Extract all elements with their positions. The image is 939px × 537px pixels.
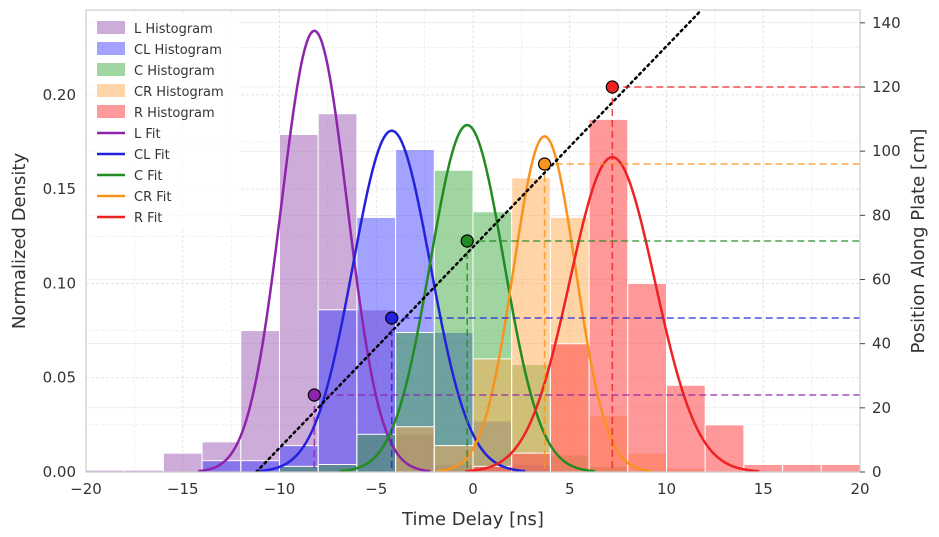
position-markers <box>255 10 860 472</box>
histogram-bar-2 <box>356 216 397 472</box>
legend-label: L Histogram <box>134 22 213 37</box>
y2-axis-ticks: 0 20 40 60 80 100 120 140 <box>860 14 901 481</box>
histogram-bar-5 <box>549 343 590 472</box>
histogram-bar-5 <box>782 463 822 472</box>
legend: L Histogram CL Histogram C Histogram CR His… <box>90 14 240 230</box>
position-marker-2 <box>385 311 399 325</box>
legend-label: R Fit <box>134 211 162 226</box>
histogram-bars <box>86 113 860 472</box>
y2-tick-label: 80 <box>872 206 891 224</box>
x-tick-label: 5 <box>565 480 575 498</box>
histogram-bar-2 <box>317 309 358 472</box>
histogram-bar-5 <box>588 118 629 472</box>
x-axis-label: Time Delay [ns] <box>401 509 544 530</box>
y-tick-label: 0.15 <box>43 180 76 198</box>
histogram-bar-4 <box>395 426 435 472</box>
x-axis-ticks: −20 −15 −10 −5 0 5 10 15 20 <box>70 480 869 498</box>
y-tick-label: 0.05 <box>43 369 76 387</box>
legend-label: CL Fit <box>134 148 170 163</box>
y-tick-label: 0.20 <box>43 86 76 104</box>
legend-swatch-histogram-4 <box>97 84 125 97</box>
position-marker-1 <box>307 388 321 402</box>
legend-label: R Histogram <box>134 106 215 121</box>
histogram-bar-5 <box>820 463 860 472</box>
position-marker-4 <box>537 157 552 171</box>
x-tick-label: −15 <box>167 480 199 498</box>
histogram-bar-2 <box>395 149 435 472</box>
legend-label: CL Histogram <box>134 43 222 58</box>
legend-label: L Fit <box>134 127 161 142</box>
histogram-bar-5 <box>704 424 745 472</box>
x-tick-label: −20 <box>70 480 102 498</box>
legend-swatch-histogram-2 <box>97 42 125 55</box>
y2-tick-label: 100 <box>872 142 901 160</box>
x-tick-label: 10 <box>657 480 676 498</box>
x-tick-label: 20 <box>850 480 869 498</box>
fit-curve-4 <box>438 135 652 472</box>
histogram-bar-1 <box>279 133 319 472</box>
y-axis-ticks: 0.00 0.05 0.10 0.15 0.20 <box>43 86 76 481</box>
y2-tick-label: 40 <box>872 335 891 353</box>
fit-curve-2 <box>258 129 526 472</box>
y2-tick-label: 20 <box>872 399 891 417</box>
histogram-bar-5 <box>627 282 667 472</box>
x-tick-label: −5 <box>365 480 387 498</box>
x-tick-label: 15 <box>754 480 773 498</box>
legend-swatch-histogram-5 <box>97 105 125 118</box>
x-tick-label: −10 <box>264 480 296 498</box>
y-tick-label: 0.10 <box>43 274 76 292</box>
plot-frame <box>85 9 861 473</box>
fit-curve-3 <box>339 123 596 472</box>
histogram-bar-3 <box>279 465 319 472</box>
position-marker-3 <box>460 234 474 248</box>
histogram-bar-1 <box>162 452 203 472</box>
legend-box <box>90 14 240 230</box>
y2-tick-label: 120 <box>872 78 901 96</box>
x-tick-label: 0 <box>468 480 478 498</box>
y-axis-label: Normalized Density <box>9 153 30 330</box>
legend-swatch-histogram-1 <box>97 21 125 34</box>
y2-tick-label: 140 <box>872 14 901 32</box>
y2-axis-label: Position Along Plate [cm] <box>908 129 929 354</box>
y2-tick-label: 60 <box>872 271 891 289</box>
position-marker-5 <box>605 80 619 94</box>
legend-swatch-histogram-3 <box>97 63 125 76</box>
y2-tick-label: 0 <box>872 463 882 481</box>
y-tick-label: 0.00 <box>43 463 76 481</box>
legend-label: CR Fit <box>134 190 171 205</box>
legend-label: C Fit <box>134 169 162 184</box>
histogram-bar-4 <box>472 358 513 472</box>
histogram-bar-1 <box>317 113 358 472</box>
legend-label: C Histogram <box>134 64 215 79</box>
legend-label: CR Histogram <box>134 85 224 100</box>
